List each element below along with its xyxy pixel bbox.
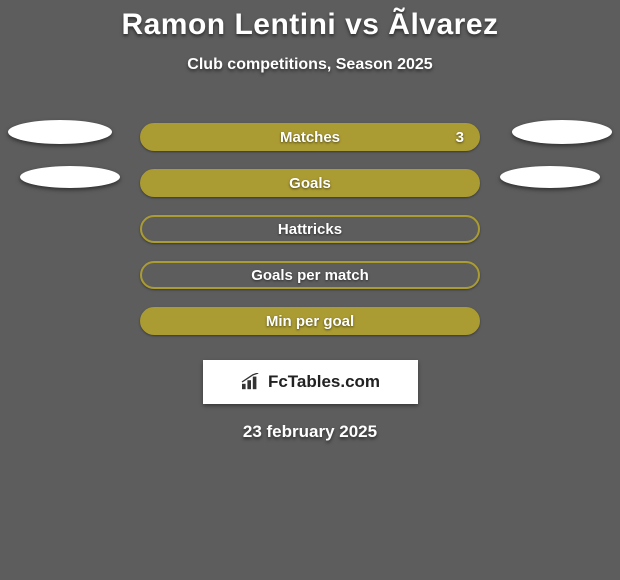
stat-row-goals-per-match: Goals per match (0, 252, 620, 298)
stat-pill: Min per goal (140, 307, 480, 335)
stat-row-matches: Matches 3 (0, 114, 620, 160)
logo-text-tables: Tables (288, 372, 341, 391)
bars-icon (240, 373, 262, 391)
fctables-logo: FcTables.com (203, 360, 418, 404)
stat-label: Goals per match (251, 267, 369, 284)
logo-text-fc: Fc (268, 372, 288, 391)
subtitle: Club competitions, Season 2025 (0, 56, 620, 74)
stat-pill: Goals (140, 169, 480, 197)
player-right-avatar (500, 166, 600, 188)
stat-pill: Hattricks (140, 215, 480, 243)
stat-pill: Matches 3 (140, 123, 480, 151)
stat-label: Hattricks (278, 221, 342, 238)
stat-pill: Goals per match (140, 261, 480, 289)
logo-text: FcTables.com (268, 372, 380, 392)
player-left-avatar (20, 166, 120, 188)
stat-value-right: 3 (456, 129, 464, 146)
stat-row-min-per-goal: Min per goal (0, 298, 620, 344)
stat-label: Matches (280, 129, 340, 146)
page-title: Ramon Lentini vs Ãlvarez (0, 8, 620, 42)
stat-rows: Matches 3 Goals Hattricks Goals per matc… (0, 114, 620, 344)
date-text: 23 february 2025 (0, 422, 620, 442)
logo-text-com: .com (340, 372, 380, 391)
stat-label: Goals (289, 175, 331, 192)
player-left-avatar (8, 120, 112, 144)
player-right-avatar (512, 120, 612, 144)
stat-label: Min per goal (266, 313, 354, 330)
stat-row-hattricks: Hattricks (0, 206, 620, 252)
infographic-canvas: Ramon Lentini vs Ãlvarez Club competitio… (0, 0, 620, 580)
stat-row-goals: Goals (0, 160, 620, 206)
